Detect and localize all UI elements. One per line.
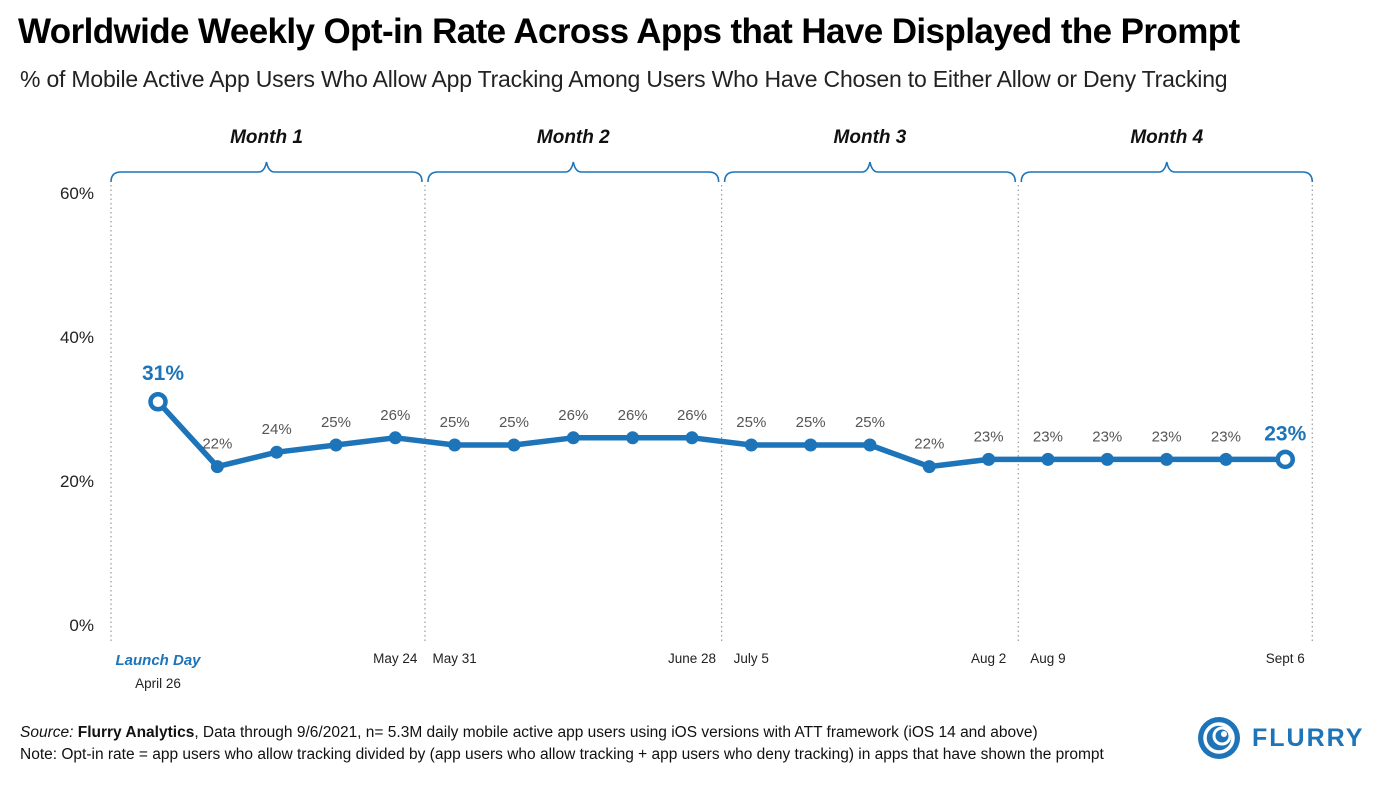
- data-label: 26%: [380, 407, 410, 424]
- data-point: [685, 431, 699, 445]
- data-label: 23%: [1264, 422, 1306, 445]
- data-label: 23%: [1152, 428, 1182, 445]
- data-point: [744, 438, 758, 452]
- data-label: 25%: [855, 414, 885, 431]
- note-line: Note: Opt-in rate = app users who allow …: [20, 746, 1104, 763]
- data-point: [448, 438, 462, 452]
- x-axis-label: June 28: [668, 651, 716, 666]
- data-label: 25%: [736, 414, 766, 431]
- data-point: [507, 438, 521, 452]
- chart-subtitle: % of Mobile Active App Users Who Allow A…: [20, 66, 1228, 92]
- chart-title: Worldwide Weekly Opt-in Rate Across Apps…: [18, 12, 1240, 51]
- x-axis-label: Aug 2: [971, 651, 1006, 666]
- data-label: 23%: [1033, 428, 1063, 445]
- data-point: [566, 431, 580, 445]
- data-point: [982, 452, 996, 466]
- data-point: [1219, 452, 1233, 466]
- period-brace: [723, 161, 1017, 183]
- source-line: Source: Flurry Analytics, Data through 9…: [20, 722, 1104, 744]
- data-label: 24%: [262, 421, 292, 438]
- x-axis-sublabel: April 26: [135, 676, 181, 691]
- data-point: [626, 431, 640, 445]
- line-chart: 0% 20% 40% 60% Month 1 Month 2 Month 3 Month 4 3…: [60, 127, 1314, 691]
- data-label: 23%: [974, 428, 1004, 445]
- x-axis-label: Aug 9: [1030, 651, 1065, 666]
- data-label: 25%: [796, 414, 826, 431]
- source-prefix: Source:: [20, 724, 74, 741]
- data-label: 26%: [618, 407, 648, 424]
- x-axis-label: Launch Day: [115, 652, 201, 669]
- chart-footer: Source: Flurry Analytics, Data through 9…: [20, 722, 1104, 766]
- y-tick-label: 40%: [60, 328, 94, 347]
- period-label: Month 2: [537, 127, 610, 148]
- series-line: [155, 399, 1289, 470]
- data-point: [1160, 452, 1174, 466]
- data-label: 26%: [558, 407, 588, 424]
- data-point: [863, 438, 877, 452]
- period-brace: [1020, 161, 1314, 183]
- data-point: [388, 431, 402, 445]
- period-brace: [110, 161, 423, 183]
- data-point-highlight: [148, 392, 168, 412]
- data-label: 22%: [202, 436, 232, 453]
- period-brace: [427, 161, 720, 183]
- source-name: Flurry Analytics: [77, 724, 195, 741]
- y-tick-label: 60%: [60, 184, 94, 203]
- data-point: [329, 438, 343, 452]
- data-label: 31%: [142, 362, 184, 385]
- flurry-logo: FLURRY: [1196, 716, 1364, 760]
- data-label: 26%: [677, 407, 707, 424]
- period-label: Month 4: [1130, 127, 1203, 148]
- data-point: [922, 460, 936, 474]
- data-point: [270, 445, 284, 459]
- flurry-swirl-icon: [1198, 717, 1240, 759]
- data-point: [804, 438, 818, 452]
- data-label: 22%: [914, 436, 944, 453]
- data-point: [210, 460, 224, 474]
- data-point: [1100, 452, 1114, 466]
- period-label: Month 1: [230, 127, 303, 148]
- logo-text: FLURRY: [1252, 723, 1365, 752]
- period-label: Month 3: [834, 127, 907, 148]
- data-label: 23%: [1092, 428, 1122, 445]
- data-label: 23%: [1211, 428, 1241, 445]
- x-axis-label: July 5: [734, 651, 769, 666]
- source-details: , Data through 9/6/2021, n= 5.3M daily m…: [194, 724, 1038, 741]
- y-tick-label: 0%: [69, 616, 94, 635]
- data-point: [1041, 452, 1055, 466]
- x-axis-label: Sept 6: [1266, 651, 1305, 666]
- y-tick-label: 20%: [60, 472, 94, 491]
- x-axis-label: May 31: [433, 651, 477, 666]
- data-point-highlight: [1275, 449, 1296, 470]
- x-axis-label: May 24: [373, 651, 418, 666]
- data-label: 25%: [440, 414, 470, 431]
- data-label: 25%: [499, 414, 529, 431]
- data-label: 25%: [321, 414, 351, 431]
